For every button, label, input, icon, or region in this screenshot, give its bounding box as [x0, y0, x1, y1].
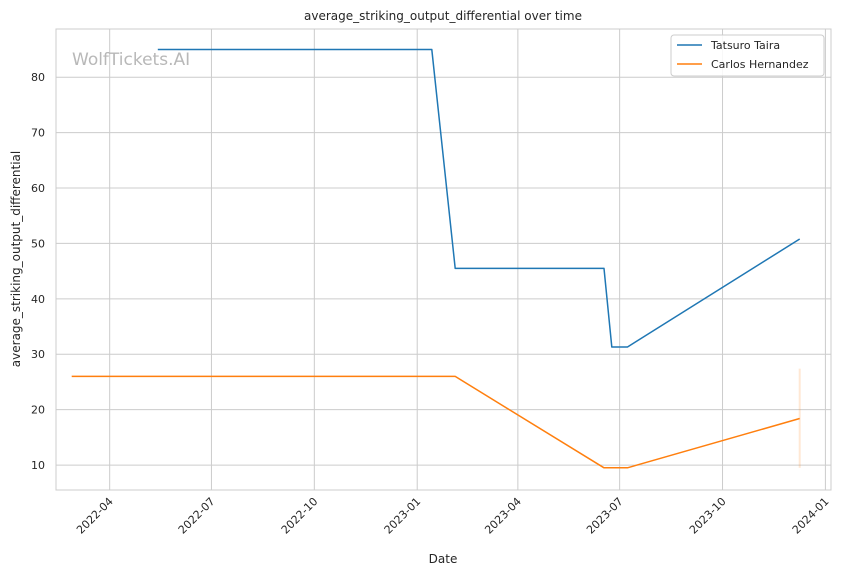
y-tick-label: 50 — [31, 237, 45, 250]
y-tick-label: 40 — [31, 293, 45, 306]
x-tick-label: 2023-07 — [584, 495, 626, 537]
legend-box — [670, 34, 825, 77]
x-tick-label: 2023-04 — [482, 495, 524, 537]
x-tick-label: 2024-01 — [790, 495, 832, 537]
y-tick-label: 20 — [31, 404, 45, 417]
y-tick-label: 70 — [31, 127, 45, 140]
series-lines — [71, 48, 801, 469]
x-tick-label: 2022-07 — [176, 495, 218, 537]
legend: Tatsuro Taira Carlos Hernandez — [670, 34, 825, 77]
series-2-line — [71, 375, 800, 469]
series-2-band — [798, 368, 801, 468]
x-tick-label: 2023-01 — [382, 495, 424, 537]
y-axis-ticks: 10 20 30 40 50 60 70 80 — [31, 71, 45, 472]
y-tick-label: 30 — [31, 348, 45, 361]
plot-frame — [55, 28, 832, 491]
watermark: WolfTickets.AI — [72, 50, 190, 70]
y-axis-label: average_striking_output_differential — [9, 151, 23, 367]
x-tick-label: 2022-10 — [279, 495, 321, 537]
y-tick-label: 60 — [31, 182, 45, 195]
chart-title: average_striking_output_differential ove… — [304, 9, 582, 23]
series-1-line — [157, 48, 801, 348]
grid-lines — [56, 29, 831, 490]
legend-label: Tatsuro Taira — [710, 39, 780, 52]
x-tick-label: 2022-04 — [74, 495, 116, 537]
legend-label: Carlos Hernandez — [711, 58, 809, 71]
x-tick-label: 2023-10 — [687, 495, 729, 537]
y-tick-label: 80 — [31, 71, 45, 84]
x-axis-ticks: 2022-04 2022-07 2022-10 2023-01 2023-04 2023-… — [74, 495, 831, 537]
y-tick-label: 10 — [31, 459, 45, 472]
x-axis-label: Date — [429, 552, 458, 566]
